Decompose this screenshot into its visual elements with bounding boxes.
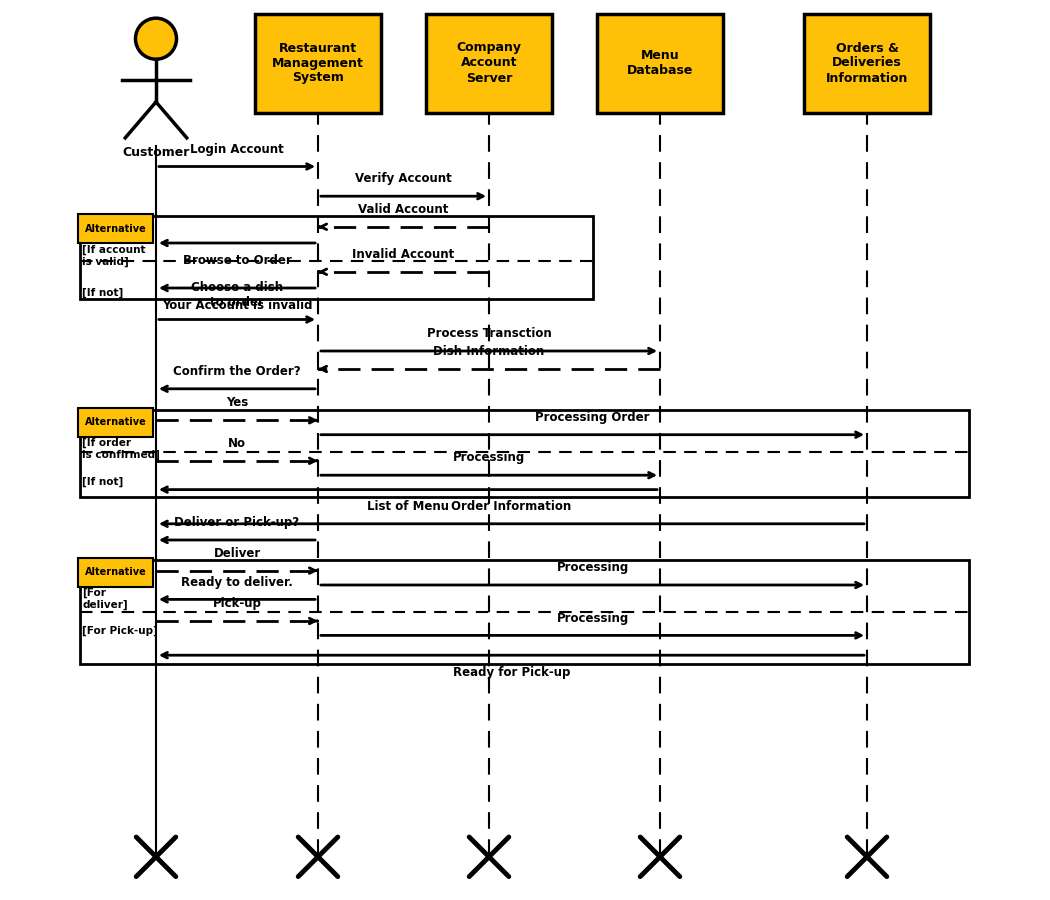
Text: List of Menu: List of Menu — [368, 500, 449, 513]
FancyBboxPatch shape — [804, 14, 930, 112]
FancyBboxPatch shape — [78, 214, 153, 243]
Text: Company
Account
Server: Company Account Server — [457, 41, 522, 85]
FancyBboxPatch shape — [597, 14, 723, 112]
Text: Process Transction: Process Transction — [426, 328, 551, 340]
Text: [For Pick-up]: [For Pick-up] — [82, 626, 159, 635]
Text: Yes: Yes — [226, 397, 248, 410]
Bar — [80, 410, 969, 497]
Text: [If order
is confirmed]: [If order is confirmed] — [82, 437, 160, 460]
Text: [For
deliver]: [For deliver] — [82, 588, 128, 610]
Text: Menu
Database: Menu Database — [627, 49, 693, 77]
Text: Processing Order: Processing Order — [536, 411, 650, 424]
Text: Restaurant
Management
System: Restaurant Management System — [272, 41, 364, 85]
Text: No: No — [228, 437, 246, 450]
Text: Orders &
Deliveries
Information: Orders & Deliveries Information — [825, 41, 908, 85]
Text: Processing: Processing — [453, 452, 525, 464]
Text: Verify Account: Verify Account — [355, 173, 452, 185]
Bar — [80, 560, 969, 664]
Text: Deliver or Pick-up?: Deliver or Pick-up? — [174, 517, 299, 529]
Text: Browse to Order: Browse to Order — [183, 254, 292, 266]
Circle shape — [135, 18, 176, 59]
Bar — [80, 216, 592, 299]
Text: Alternative: Alternative — [85, 223, 146, 234]
Text: Choose a dish
to order: Choose a dish to order — [191, 281, 284, 309]
FancyBboxPatch shape — [78, 408, 153, 436]
Text: [If not]: [If not] — [82, 288, 124, 298]
Text: Processing: Processing — [556, 612, 629, 625]
FancyBboxPatch shape — [426, 14, 552, 112]
FancyBboxPatch shape — [255, 14, 381, 112]
Text: Login Account: Login Account — [190, 143, 284, 156]
Text: Processing: Processing — [556, 562, 629, 574]
Text: Confirm the Order?: Confirm the Order? — [173, 365, 300, 378]
Text: Ready to deliver.: Ready to deliver. — [181, 576, 293, 589]
Text: Dish Information: Dish Information — [434, 346, 545, 358]
Text: Valid Account: Valid Account — [358, 203, 448, 216]
FancyBboxPatch shape — [78, 558, 153, 587]
Text: Pick-up: Pick-up — [212, 598, 261, 610]
Text: Invalid Account: Invalid Account — [353, 248, 455, 261]
Text: [If not]: [If not] — [82, 477, 124, 487]
Text: Ready for Pick-up: Ready for Pick-up — [453, 666, 570, 679]
Text: Customer: Customer — [122, 146, 190, 158]
Text: Alternative: Alternative — [85, 567, 146, 578]
Text: [If account
is valid]: [If account is valid] — [82, 245, 146, 267]
Text: Your Account is invalid: Your Account is invalid — [162, 299, 312, 311]
Text: Alternative: Alternative — [85, 417, 146, 428]
Text: Order Information: Order Information — [452, 500, 571, 513]
Text: Deliver: Deliver — [213, 547, 260, 560]
